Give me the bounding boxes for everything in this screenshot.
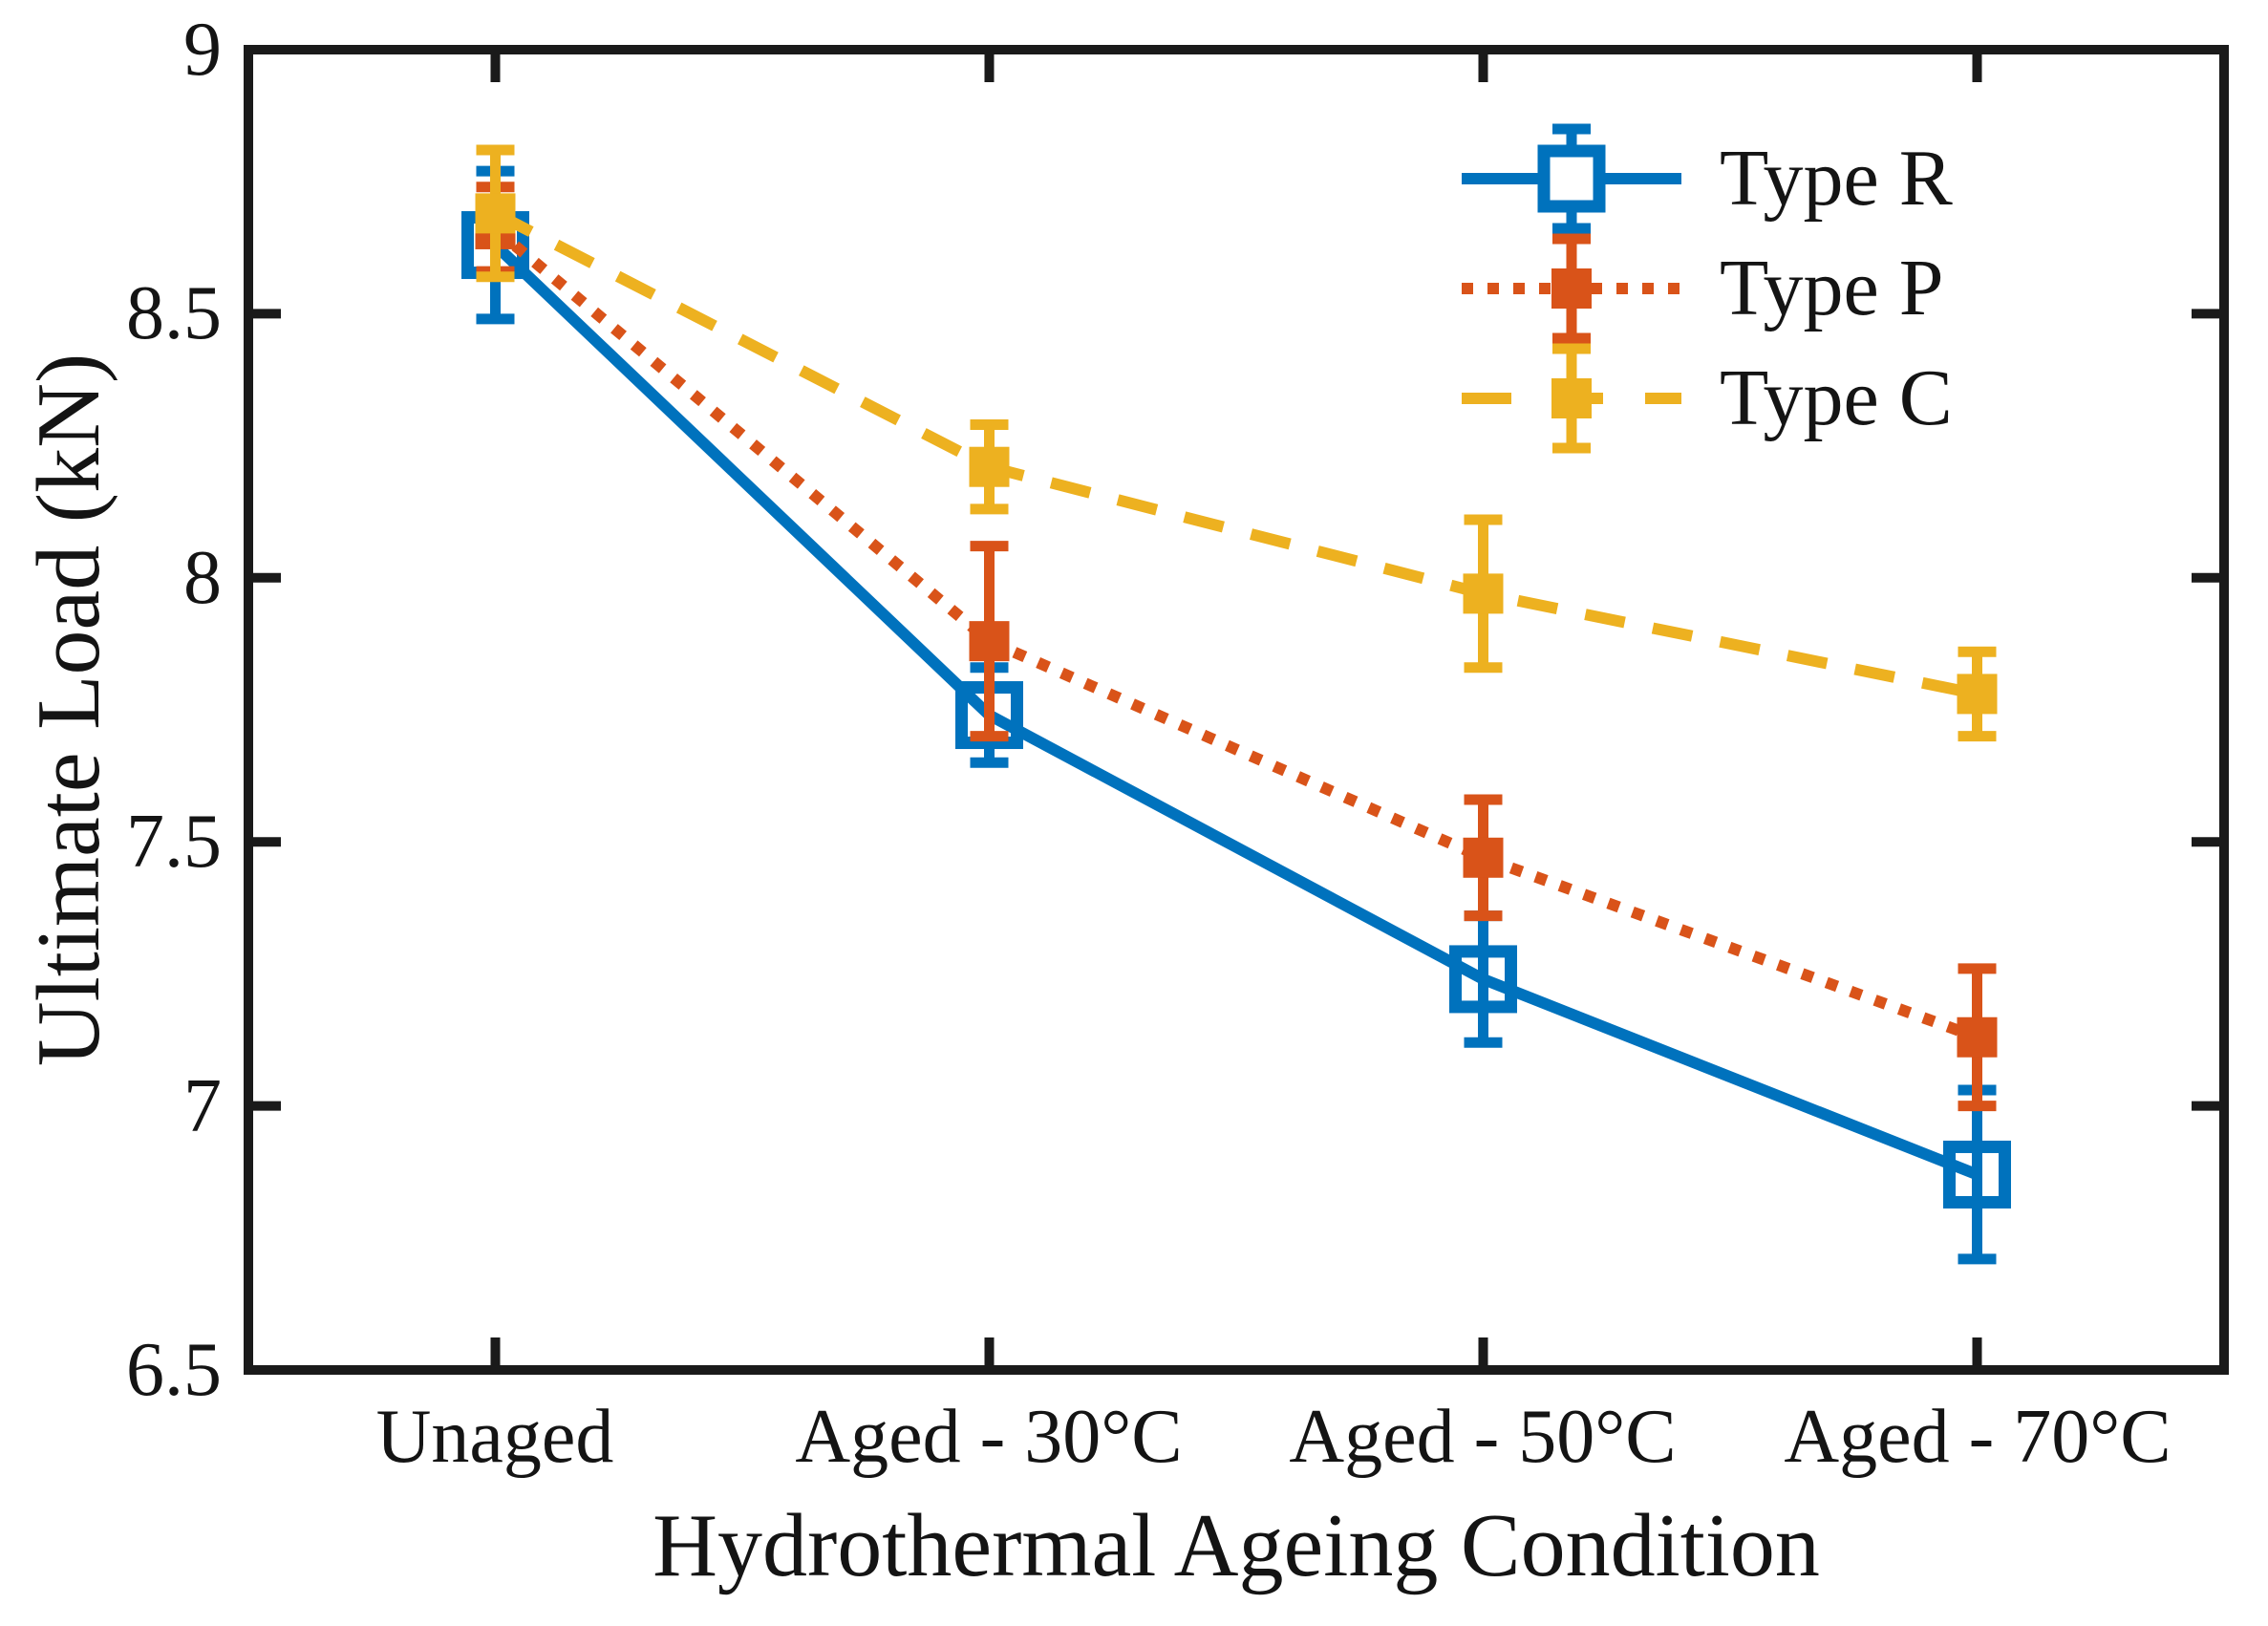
series-type-c-marker-0 — [475, 193, 516, 234]
series-type-p-marker-3 — [1957, 1016, 1998, 1058]
legend-label-type-p: Type P — [1720, 244, 1944, 332]
series-type-c — [475, 144, 1998, 742]
y-tick-label: 6.5 — [126, 1328, 222, 1412]
series-type-c-marker-1 — [969, 446, 1010, 487]
legend-label-type-c: Type C — [1720, 353, 1953, 442]
legend-marker — [1551, 268, 1592, 309]
series-type-c-line — [492, 208, 1979, 700]
x-tick-label: Aged - 30°C — [795, 1395, 1183, 1479]
x-axis-label: Hydrothermal Ageing Condition — [653, 1496, 1820, 1595]
legend-marker — [1537, 144, 1606, 213]
y-axis-label-text: Ultimate Load (kN) — [19, 353, 118, 1067]
x-tick-label: Aged - 50°C — [1289, 1395, 1677, 1479]
y-tick-label: 8.5 — [126, 271, 222, 355]
y-tick-label: 9 — [183, 8, 222, 92]
legend-entry-type-c: Type C — [1462, 332, 2130, 465]
legend-sample-type-c — [1462, 343, 1681, 454]
y-tick-label: 7 — [183, 1064, 222, 1148]
y-tick-label: 8 — [183, 536, 222, 620]
legend-sample-type-p — [1462, 233, 1681, 344]
legend-entry-type-p: Type P — [1462, 222, 2130, 355]
series-type-r-line — [491, 241, 1979, 1181]
y-tick-label: 7.5 — [126, 800, 222, 884]
plot-border — [244, 45, 2229, 1375]
series-type-r-marker-3 — [1943, 1140, 2011, 1209]
series-type-c-marker-2 — [1463, 573, 1504, 614]
x-tick-label: Aged - 70°C — [1784, 1395, 2172, 1479]
legend-marker — [1551, 378, 1592, 418]
legend-entry-type-r: Type R — [1462, 112, 2130, 246]
x-tick-label: Unaged — [375, 1395, 614, 1479]
series-type-p-marker-2 — [1463, 837, 1504, 878]
legend-sample-type-r — [1462, 123, 1681, 234]
series-type-p-line — [491, 225, 1979, 1043]
legend-label-type-r: Type R — [1720, 134, 1953, 223]
series-type-r-marker-2 — [1449, 945, 1517, 1014]
series-type-p-marker-1 — [969, 621, 1010, 662]
series-type-c-marker-3 — [1957, 674, 1998, 715]
